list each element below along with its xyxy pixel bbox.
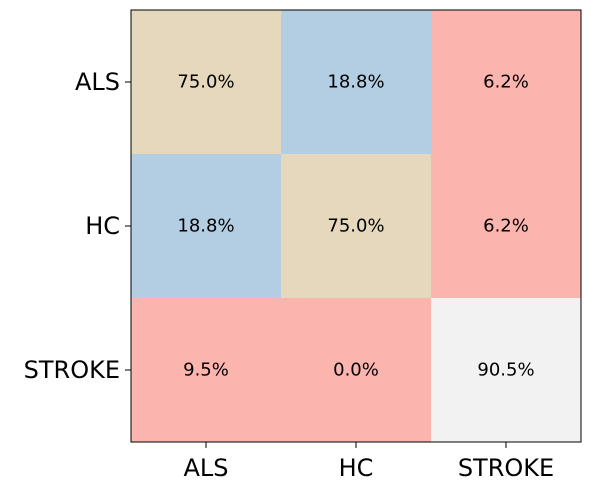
y-tick-label-0: ALS xyxy=(75,68,120,96)
x-tick-label-0: ALS xyxy=(183,454,228,482)
cell-value-label-1-2: 6.2% xyxy=(483,216,529,237)
heatmap-cell-0-0 xyxy=(131,10,281,154)
cell-value-label-1-0: 18.8% xyxy=(177,216,234,237)
heatmap-cell-0-1 xyxy=(281,10,431,154)
cell-value-label-0-2: 6.2% xyxy=(483,72,529,93)
x-axis-ticks: ALS HC STROKE xyxy=(183,442,554,482)
cell-value-label-2-0: 9.5% xyxy=(183,360,229,381)
heatmap-cell-2-0 xyxy=(131,298,281,442)
heatmap-cell-2-2 xyxy=(431,298,581,442)
y-tick-label-1: HC xyxy=(85,212,120,240)
cell-value-label-2-2: 90.5% xyxy=(477,360,534,381)
x-tick-label-1: HC xyxy=(339,454,374,482)
y-tick-label-2: STROKE xyxy=(24,356,120,384)
heatmap-cell-2-1 xyxy=(281,298,431,442)
heatmap-cells xyxy=(131,10,581,442)
y-axis-ticks: ALS HC STROKE xyxy=(24,68,131,384)
cell-value-label-2-1: 0.0% xyxy=(333,360,379,381)
heatmap-cell-1-1 xyxy=(281,154,431,298)
cell-value-label-0-0: 75.0% xyxy=(177,72,234,93)
heatmap-cell-labels: 75.0% 18.8% 6.2% 18.8% 75.0% 6.2% 9.5% 0.0% 90.5… xyxy=(177,72,534,381)
heatmap-cell-1-0 xyxy=(131,154,281,298)
cell-value-label-0-1: 18.8% xyxy=(327,72,384,93)
x-tick-label-2: STROKE xyxy=(458,454,554,482)
heatmap-cell-0-2 xyxy=(431,10,581,154)
cell-value-label-1-1: 75.0% xyxy=(327,216,384,237)
heatmap-cell-1-2 xyxy=(431,154,581,298)
